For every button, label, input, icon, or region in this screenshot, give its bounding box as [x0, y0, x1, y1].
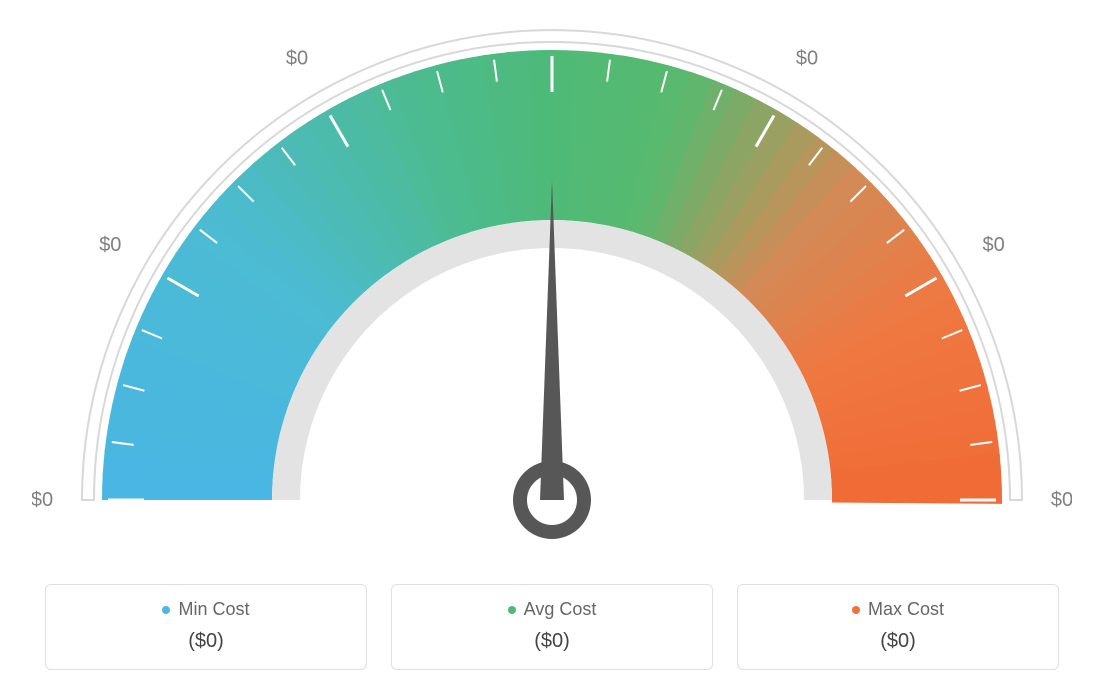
legend-card-max: Max Cost ($0) [737, 584, 1059, 670]
legend-value-min: ($0) [46, 630, 366, 653]
legend-row: Min Cost ($0) Avg Cost ($0) Max Cost ($0… [45, 584, 1059, 670]
legend-title-max: Max Cost [738, 599, 1058, 620]
svg-text:$0: $0 [286, 47, 308, 69]
svg-text:$0: $0 [983, 234, 1005, 256]
legend-value-max: ($0) [738, 630, 1058, 653]
legend-dot-max [852, 606, 860, 614]
legend-label-avg: Avg Cost [524, 599, 597, 619]
svg-text:$0: $0 [1051, 489, 1072, 511]
svg-text:$0: $0 [796, 47, 818, 69]
legend-label-min: Min Cost [178, 599, 249, 619]
legend-card-min: Min Cost ($0) [45, 584, 367, 670]
legend-card-avg: Avg Cost ($0) [391, 584, 713, 670]
legend-title-avg: Avg Cost [392, 599, 712, 620]
svg-text:$0: $0 [99, 234, 121, 256]
legend-label-max: Max Cost [868, 599, 944, 619]
legend-value-avg: ($0) [392, 630, 712, 653]
gauge-chart: $0 $0 $0 $0 $0 $0 $0 [32, 0, 1072, 560]
svg-text:$0: $0 [541, 0, 563, 1]
legend-title-min: Min Cost [46, 599, 366, 620]
svg-text:$0: $0 [32, 489, 53, 511]
legend-dot-min [162, 606, 170, 614]
legend-dot-avg [508, 606, 516, 614]
cost-gauge-container: $0 $0 $0 $0 $0 $0 $0 Min Cost ($0) Avg Cost ($… [0, 0, 1104, 690]
